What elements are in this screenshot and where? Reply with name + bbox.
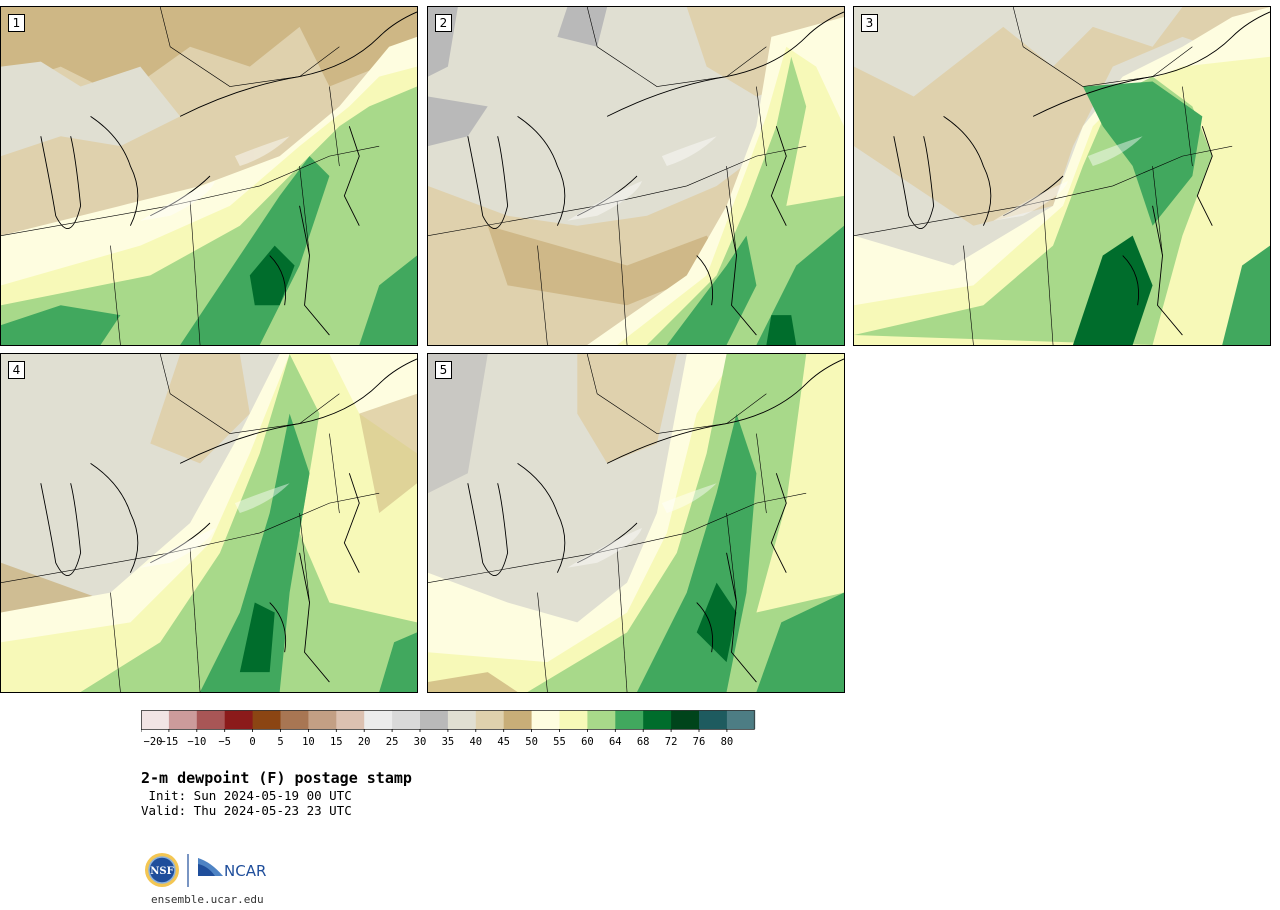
colorbar-tick-label: 30	[414, 736, 427, 748]
ensemble-member-panel[interactable]: 4	[0, 353, 418, 693]
colorbar-tick-label: 20	[358, 736, 371, 748]
ensemble-member-panel[interactable]: 3	[853, 6, 1271, 346]
colorbar-tick-label: −5	[218, 736, 231, 748]
colorbar-swatch	[392, 710, 421, 729]
member-number-label: 2	[435, 14, 452, 32]
colorbar-tick-label: −20	[144, 736, 163, 748]
colorbar-swatch	[420, 710, 449, 729]
colorbar-tick-label: 15	[330, 736, 343, 748]
colorbar-swatch	[587, 710, 616, 729]
colorbar-tick-label: −10	[187, 736, 206, 748]
colorbar-swatch	[336, 710, 365, 729]
logos: NSF NCAR	[145, 853, 266, 887]
colorbar-swatch	[168, 710, 198, 729]
colorbar-swatch	[726, 710, 756, 729]
colorbar-swatch	[141, 710, 170, 729]
colorbar-swatch	[643, 710, 672, 729]
colorbar-tick-label: 72	[665, 736, 678, 748]
member-number-label: 4	[8, 361, 25, 379]
dewpoint-map	[428, 354, 844, 692]
member-number-label: 3	[861, 14, 878, 32]
member-number-label: 1	[8, 14, 25, 32]
ncar-logo: NCAR	[198, 858, 266, 880]
colorbar-swatch	[503, 710, 532, 729]
colorbar-tick-label: 10	[302, 736, 315, 748]
member-number-label: 5	[435, 361, 452, 379]
colorbar-tick-label: 55	[553, 736, 566, 748]
colorbar-tick-label: −15	[159, 736, 178, 748]
valid-time: Valid: Thu 2024-05-23 23 UTC	[141, 803, 352, 818]
colorbar-swatch	[531, 710, 560, 729]
colorbar-tick-label: 35	[442, 736, 455, 748]
colorbar-swatch	[475, 710, 505, 729]
colorbar-tick-label: 68	[637, 736, 650, 748]
colorbar-tick-label: 60	[581, 736, 594, 748]
colorbar-tick-label: 25	[386, 736, 399, 748]
colorbar-swatch	[615, 710, 644, 729]
figure-title: 2-m dewpoint (F) postage stamp	[141, 769, 412, 787]
colorbar-tick-label: 5	[277, 736, 283, 748]
dewpoint-map	[1, 354, 417, 692]
ncar-logo-text: NCAR	[224, 862, 266, 880]
colorbar-swatch	[252, 710, 281, 729]
colorbar-tick-label: 64	[609, 736, 622, 748]
ensemble-member-panel[interactable]: 1	[0, 6, 418, 346]
colorbar-tick-label: 80	[721, 736, 734, 748]
ensemble-member-panel[interactable]: 5	[427, 353, 845, 693]
nsf-logo: NSF	[145, 853, 179, 887]
colorbar-tick-label: 45	[497, 736, 510, 748]
colorbar-swatch	[224, 710, 253, 729]
colorbar-swatch	[447, 710, 477, 729]
dewpoint-map	[1, 7, 417, 345]
colorbar-tick-label: 50	[525, 736, 538, 748]
colorbar-tick-label: 0	[249, 736, 255, 748]
colorbar-swatch	[699, 710, 728, 729]
nsf-logo-text: NSF	[150, 866, 173, 877]
colorbar-swatch	[196, 710, 226, 729]
colorbar-tick-label: 40	[469, 736, 482, 748]
colorbar-tick-label: 76	[693, 736, 706, 748]
dewpoint-map	[428, 7, 844, 345]
dewpoint-map	[854, 7, 1270, 345]
website-link[interactable]: ensemble.ucar.edu	[151, 893, 264, 906]
colorbar-swatch	[280, 710, 309, 729]
colorbar-swatch	[559, 710, 588, 729]
colorbar-swatch	[364, 710, 393, 729]
dewpoint-colorbar: −20−15 −10 −5 0 5 10 15 20 25 30 35 40 45 50 55 60 64 68 7…	[141, 710, 756, 748]
colorbar-swatch	[308, 710, 337, 729]
colorbar-swatch	[671, 710, 700, 729]
ensemble-member-panel[interactable]: 2	[427, 6, 845, 346]
init-time: Init: Sun 2024-05-19 00 UTC	[141, 788, 352, 803]
